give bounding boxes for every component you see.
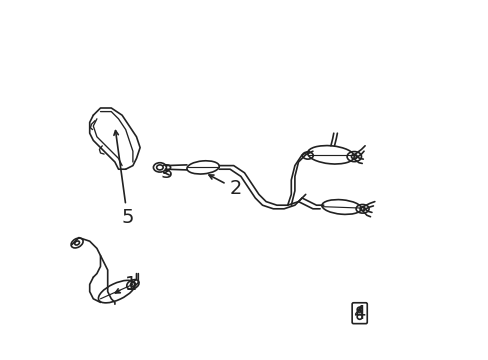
- Text: 3: 3: [161, 163, 173, 182]
- Text: 1: 1: [115, 275, 137, 294]
- Text: 5: 5: [114, 131, 134, 227]
- Text: 2: 2: [208, 175, 241, 198]
- Text: 4: 4: [353, 303, 365, 323]
